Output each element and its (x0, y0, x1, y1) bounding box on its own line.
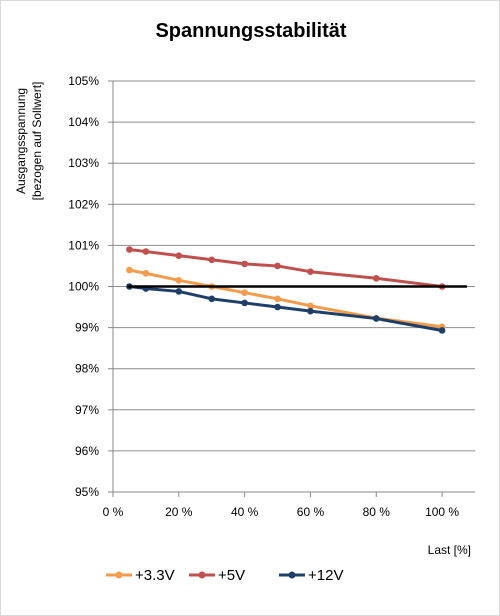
data-point (126, 246, 133, 253)
data-point (241, 260, 248, 268)
data-point (175, 252, 183, 259)
data-point (175, 288, 183, 295)
y-tick-label: 101% (68, 238, 99, 252)
x-axis-label: Last [%] (428, 543, 471, 557)
data-point (307, 302, 314, 310)
y-tick-label: 98% (75, 362, 99, 376)
y-tick-label: 97% (75, 403, 99, 417)
data-point (175, 277, 183, 284)
data-point (208, 256, 216, 264)
x-tick-label: 80 % (363, 505, 391, 519)
y-tick-label: 96% (75, 444, 99, 458)
data-point (274, 262, 281, 270)
y-axis-label-line-1: Ausgangsspannung (14, 88, 28, 194)
data-point (208, 295, 216, 303)
x-tick-label: 0 % (103, 505, 124, 519)
legend-swatch-marker (115, 571, 123, 579)
data-point (274, 295, 281, 303)
legend-item: +5V (189, 567, 245, 584)
x-tick-label: 60 % (297, 505, 325, 519)
legend-label: +5V (218, 567, 245, 584)
x-tick-labels: 0 % 20 % 40 % 60 % 80 % 100 % (103, 492, 459, 519)
series-5v (126, 246, 446, 290)
series-lines (126, 246, 446, 334)
data-point (372, 274, 380, 282)
legend-swatch-marker (198, 571, 206, 579)
x-tick-label: 20 % (165, 505, 193, 519)
data-point (438, 327, 446, 334)
legend-label: +3.3V (135, 567, 175, 584)
x-tick-label: 100 % (425, 505, 459, 519)
data-point (126, 266, 133, 274)
legend-item: +3.3V (106, 567, 175, 584)
y-tick-label: 103% (68, 156, 99, 170)
data-point (142, 248, 150, 255)
y-tick-label: 99% (75, 321, 99, 335)
y-tick-label: 105% (68, 74, 99, 88)
y-tick-label: 102% (68, 197, 99, 211)
legend-swatch-marker (288, 571, 296, 579)
data-point (307, 268, 314, 276)
x-tick-label: 40 % (231, 505, 259, 519)
data-point (274, 303, 281, 311)
series-33v (126, 266, 446, 331)
data-point (372, 315, 380, 322)
y-axis-label-line-2: [bezogen auf Sollwert] (30, 82, 44, 201)
legend-label: +12V (308, 567, 343, 584)
y-tick-label: 95% (75, 485, 99, 499)
series-12v (126, 283, 446, 334)
legend: +3.3V +5V +12V (106, 567, 343, 584)
legend-item: +12V (279, 567, 343, 584)
data-point (241, 299, 248, 307)
data-point (307, 307, 314, 315)
data-point (241, 289, 248, 296)
data-point (142, 270, 150, 277)
y-tick-label: 104% (68, 115, 99, 129)
chart-title: Spannungsstabilität (155, 20, 346, 42)
y-tick-labels: 95% 96% 97% 98% 99% 100% 101% 102% 103% 104% 105% (68, 74, 99, 499)
y-tick-label: 100% (68, 280, 99, 294)
